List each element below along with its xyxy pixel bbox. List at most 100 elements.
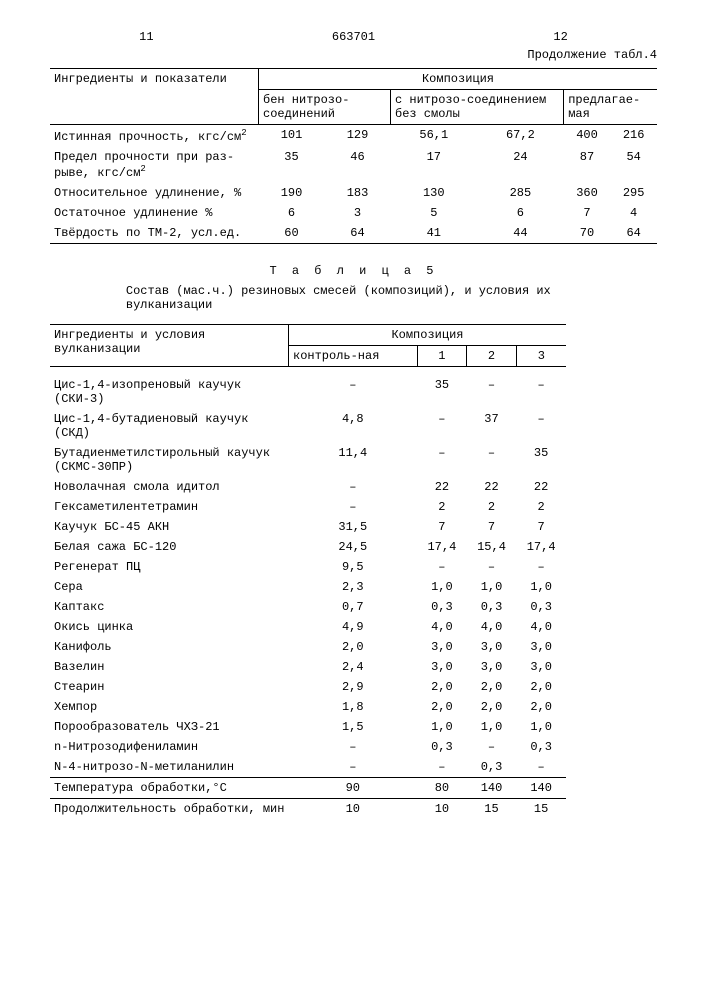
- t5-cell: –: [516, 375, 566, 409]
- t4-cell: 46: [325, 147, 391, 183]
- t5-cell: 0,3: [417, 737, 467, 757]
- t5-cell: 4,0: [516, 617, 566, 637]
- t5-cell: 2,0: [516, 677, 566, 697]
- page-col-right: 12: [553, 30, 567, 44]
- t5-row-label: N-4-нитрозо-N-метиланилин: [50, 757, 289, 778]
- t5-cell: 17,4: [417, 537, 467, 557]
- t5-cell: 1,0: [417, 577, 467, 597]
- t5-cell: 3,0: [417, 637, 467, 657]
- t5-row-label: Хемпор: [50, 697, 289, 717]
- t5-cell: 2,0: [289, 637, 418, 657]
- t4-row-label: Относительное удлинение, %: [50, 183, 259, 203]
- t5-row-label: Стеарин: [50, 677, 289, 697]
- t5-cell: –: [516, 409, 566, 443]
- t5-cell: –: [289, 477, 418, 497]
- t5-cell: 2,0: [417, 677, 467, 697]
- t5-cell: 7: [417, 517, 467, 537]
- t4-cell: 64: [610, 223, 657, 244]
- t5-cell: 4,9: [289, 617, 418, 637]
- t5-row-label: Окись цинка: [50, 617, 289, 637]
- t5-sub-1: 1: [417, 346, 467, 367]
- t5-row-label: Цис-1,4-изопреновый каучук (СКИ-3): [50, 375, 289, 409]
- t4-cell: 44: [477, 223, 564, 244]
- t4-cell: 3: [325, 203, 391, 223]
- t5-cell: 2,9: [289, 677, 418, 697]
- t5-row-label: Гексаметилентетрамин: [50, 497, 289, 517]
- t5-cell: 2,0: [417, 697, 467, 717]
- t5-cell: 2,0: [467, 677, 517, 697]
- t4-cell: 87: [564, 147, 611, 183]
- t5-cell: 0,3: [467, 597, 517, 617]
- t5-cell: 2,4: [289, 657, 418, 677]
- t4-cell: 67,2: [477, 125, 564, 148]
- t5-cell: 2: [417, 497, 467, 517]
- t4-cell: 54: [610, 147, 657, 183]
- t5-cell: 2: [467, 497, 517, 517]
- t4-row-label: Истинная прочность, кгс/см2: [50, 125, 259, 148]
- t4-sub2: с нитрозо-соединением без смолы: [391, 90, 564, 125]
- t5-cell: –: [516, 557, 566, 577]
- t4-sub3: предлагае-мая: [564, 90, 657, 125]
- t5-cell: 0,3: [417, 597, 467, 617]
- t5-cell: 2,3: [289, 577, 418, 597]
- table5-caption: Состав (мас.ч.) резиновых смесей (композ…: [126, 284, 581, 312]
- t5-cell: 17,4: [516, 537, 566, 557]
- t5-cell: 140: [516, 777, 566, 798]
- t4-cell: 130: [391, 183, 478, 203]
- t5-row-label: Вазелин: [50, 657, 289, 677]
- t5-cell: 3,0: [516, 657, 566, 677]
- t5-cell: –: [417, 409, 467, 443]
- t5-cell: –: [467, 557, 517, 577]
- t5-cell: 4,0: [417, 617, 467, 637]
- t4-cell: 5: [391, 203, 478, 223]
- t4-row-label: Остаточное удлинение %: [50, 203, 259, 223]
- t5-row-label: Каучук БС-45 АКН: [50, 517, 289, 537]
- t5-cell: 2,0: [467, 697, 517, 717]
- t5-row-label: Бутадиенметилстирольный каучук (СКМС-30П…: [50, 443, 289, 477]
- t4-cell: 56,1: [391, 125, 478, 148]
- t4-cell: 400: [564, 125, 611, 148]
- t4-cell: 24: [477, 147, 564, 183]
- t5-cell: 9,5: [289, 557, 418, 577]
- t4-cell: 7: [564, 203, 611, 223]
- t5-cell: 90: [289, 777, 418, 798]
- t5-row-label: Новолачная смола идитол: [50, 477, 289, 497]
- t5-row-label: Цис-1,4-бутадиеновый каучук (СКД): [50, 409, 289, 443]
- t5-cell: 3,0: [467, 637, 517, 657]
- t5-cell: 80: [417, 777, 467, 798]
- t5-row-label: Канифоль: [50, 637, 289, 657]
- t4-row-label: Твёрдость по ТМ-2, усл.ед.: [50, 223, 259, 244]
- t5-cell: 10: [289, 798, 418, 819]
- t4-cell: 60: [259, 223, 325, 244]
- t4-cell: 6: [477, 203, 564, 223]
- t5-cell: 3,0: [467, 657, 517, 677]
- t5-row-label: Сера: [50, 577, 289, 597]
- t5-cell: 15: [467, 798, 517, 819]
- t5-cell: –: [289, 497, 418, 517]
- t5-cell: 7: [516, 517, 566, 537]
- t4-cell: 41: [391, 223, 478, 244]
- t4-row-label: Предел прочности при раз-рыве, кгс/см2: [50, 147, 259, 183]
- table5-title: Т а б л и ц а 5: [50, 264, 657, 278]
- t5-cell: –: [417, 557, 467, 577]
- t4-cell: 6: [259, 203, 325, 223]
- t4-cell: 183: [325, 183, 391, 203]
- t4-cell: 190: [259, 183, 325, 203]
- t5-cell: –: [289, 757, 418, 778]
- t5-cell: 1,0: [417, 717, 467, 737]
- t5-cell: 0,3: [516, 597, 566, 617]
- t5-cell: 11,4: [289, 443, 418, 477]
- t5-head-composition: Композиция: [289, 325, 566, 346]
- t5-cell: –: [467, 443, 517, 477]
- continuation-note: Продолжение табл.4: [50, 48, 657, 62]
- t5-cell: 37: [467, 409, 517, 443]
- t5-cell: –: [417, 443, 467, 477]
- t5-cell: –: [417, 757, 467, 778]
- t5-cell: 1,8: [289, 697, 418, 717]
- t5-row-label: Каптакс: [50, 597, 289, 617]
- t5-cell: 7: [467, 517, 517, 537]
- t5-sub-ctrl: контроль-ная: [289, 346, 418, 367]
- t4-cell: 4: [610, 203, 657, 223]
- t4-head-composition: Композиция: [259, 69, 658, 90]
- t5-cell: 10: [417, 798, 467, 819]
